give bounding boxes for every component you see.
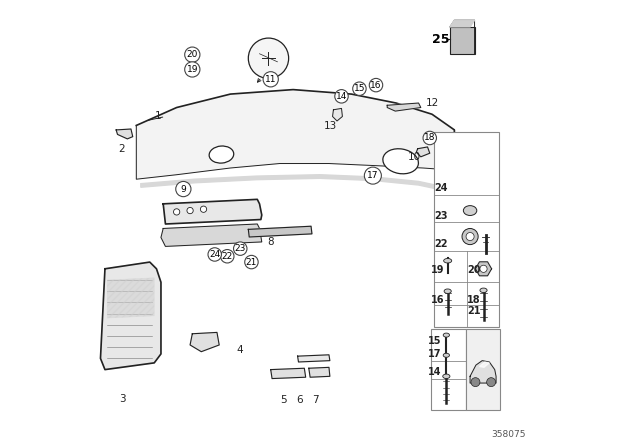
Circle shape <box>462 228 478 245</box>
Text: 23: 23 <box>235 244 246 253</box>
Circle shape <box>176 181 191 197</box>
Ellipse shape <box>436 142 450 154</box>
Bar <box>431 329 466 410</box>
Text: 9: 9 <box>180 185 186 194</box>
Polygon shape <box>108 278 154 318</box>
Text: 11: 11 <box>265 75 276 84</box>
Circle shape <box>185 62 200 77</box>
Circle shape <box>187 207 193 214</box>
Circle shape <box>480 265 487 272</box>
Text: 15: 15 <box>354 84 365 93</box>
Polygon shape <box>450 20 475 27</box>
Polygon shape <box>116 129 132 139</box>
Text: 25: 25 <box>432 33 450 46</box>
Text: 3: 3 <box>118 394 125 404</box>
Polygon shape <box>248 226 312 237</box>
Circle shape <box>423 131 436 145</box>
Ellipse shape <box>209 146 234 163</box>
Polygon shape <box>470 361 496 383</box>
Ellipse shape <box>444 258 452 263</box>
Polygon shape <box>100 262 161 370</box>
Text: 19: 19 <box>431 265 445 275</box>
Text: 22: 22 <box>434 239 448 249</box>
Polygon shape <box>190 332 220 352</box>
Circle shape <box>221 250 234 263</box>
Text: 20: 20 <box>187 50 198 59</box>
Polygon shape <box>333 108 342 121</box>
Circle shape <box>369 78 383 92</box>
Text: 18: 18 <box>467 295 481 305</box>
Polygon shape <box>163 199 262 224</box>
Text: 22: 22 <box>221 252 233 261</box>
Ellipse shape <box>463 206 477 215</box>
Polygon shape <box>309 367 330 377</box>
Text: 24: 24 <box>209 250 220 259</box>
Bar <box>450 27 475 54</box>
Polygon shape <box>387 103 421 111</box>
Text: 24: 24 <box>434 183 448 193</box>
Ellipse shape <box>444 289 451 293</box>
Circle shape <box>185 47 200 62</box>
Text: 15: 15 <box>428 336 442 346</box>
Text: 5: 5 <box>280 395 287 405</box>
Ellipse shape <box>480 288 487 293</box>
Circle shape <box>335 90 348 103</box>
Circle shape <box>353 82 366 95</box>
Text: 8: 8 <box>268 237 274 247</box>
Text: 14: 14 <box>336 92 347 101</box>
Text: 17: 17 <box>367 171 379 180</box>
Text: 20: 20 <box>467 265 481 275</box>
Text: 6: 6 <box>296 395 303 405</box>
Text: 16: 16 <box>371 81 381 90</box>
Text: 23: 23 <box>434 211 448 221</box>
Text: 21: 21 <box>246 258 257 267</box>
Text: 14: 14 <box>428 367 442 377</box>
Bar <box>435 132 499 327</box>
Text: 12: 12 <box>426 98 438 108</box>
Circle shape <box>248 38 289 78</box>
Text: 19: 19 <box>187 65 198 74</box>
Text: 16: 16 <box>431 295 445 305</box>
Circle shape <box>173 209 180 215</box>
Ellipse shape <box>443 353 449 358</box>
Ellipse shape <box>443 333 449 337</box>
Circle shape <box>471 378 480 387</box>
Text: 18: 18 <box>424 134 435 142</box>
Text: 10: 10 <box>408 152 420 162</box>
Circle shape <box>208 248 221 261</box>
Text: 21: 21 <box>467 306 481 316</box>
Text: 358075: 358075 <box>492 430 526 439</box>
Circle shape <box>486 378 495 387</box>
Polygon shape <box>298 355 330 362</box>
Polygon shape <box>479 362 490 367</box>
Circle shape <box>466 233 474 241</box>
Polygon shape <box>271 368 306 379</box>
Polygon shape <box>136 90 454 179</box>
Ellipse shape <box>383 149 419 174</box>
Circle shape <box>200 206 207 212</box>
Polygon shape <box>476 262 492 276</box>
Text: 7: 7 <box>312 395 319 405</box>
Circle shape <box>263 72 278 87</box>
Circle shape <box>244 255 258 269</box>
Polygon shape <box>161 224 262 246</box>
Text: 1: 1 <box>154 111 161 121</box>
Bar <box>466 329 500 410</box>
Ellipse shape <box>443 374 450 379</box>
Polygon shape <box>141 175 450 192</box>
Text: 13: 13 <box>324 121 337 131</box>
Circle shape <box>364 167 381 184</box>
Polygon shape <box>417 147 430 157</box>
Text: 17: 17 <box>428 349 442 359</box>
Circle shape <box>234 242 247 255</box>
Text: 4: 4 <box>236 345 243 355</box>
Text: 2: 2 <box>118 144 125 154</box>
